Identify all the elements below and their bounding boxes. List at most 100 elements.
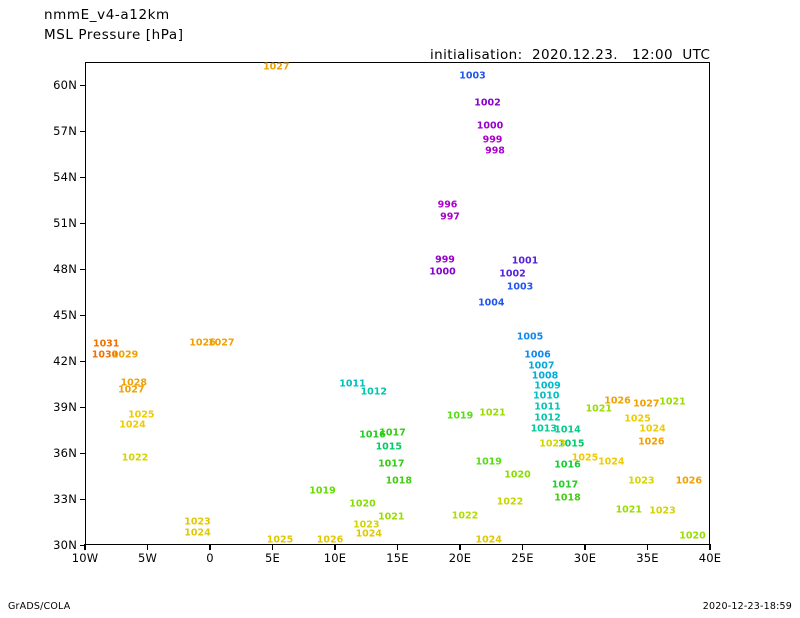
y-axis-tick-mark <box>80 84 86 86</box>
contour-value-label: 1012 <box>534 412 561 424</box>
contour-value-label: 1018 <box>385 475 413 487</box>
y-axis-tick-mark <box>80 130 86 132</box>
contour-value-label: 1026 <box>316 534 344 546</box>
contour-value-label: 1028 <box>120 377 148 388</box>
contour-value-label: 1024 <box>184 527 211 539</box>
producer-label: GrADS/COLA <box>8 601 71 612</box>
plot-frame-border <box>85 62 710 545</box>
x-axis-tick-mark <box>209 544 211 550</box>
contour-value-label: 1030 <box>91 349 119 361</box>
y-axis-tick-mark <box>80 176 86 178</box>
contour-value-label: 1023 <box>649 505 676 517</box>
contour-value-label: 1023 <box>539 438 566 450</box>
x-axis-tick-label: 15E <box>386 551 409 565</box>
contour-value-label: 1023 <box>628 475 655 487</box>
contour-value-label: 1029 <box>111 349 139 361</box>
x-axis-tick-mark <box>646 544 649 550</box>
contour-value-label: 1006 <box>524 349 551 361</box>
contour-value-label: 1010 <box>533 390 560 402</box>
contour-value-label: 1025 <box>624 413 651 425</box>
contour-value-label: 1001 <box>511 255 539 267</box>
contour-value-label: 999 <box>435 254 455 266</box>
y-axis-tick-label: 45N <box>53 308 77 322</box>
contour-value-label: 1024 <box>119 419 146 431</box>
contour-value-label: 1031 <box>92 338 120 350</box>
x-axis-tick-label: 0 <box>206 551 214 565</box>
contour-value-label: 998 <box>485 145 505 157</box>
y-axis-tick-label: 60N <box>53 78 77 92</box>
contour-value-label: 1012 <box>360 386 388 398</box>
y-axis-tick-mark <box>80 452 86 454</box>
x-axis-tick-label: 20E <box>448 551 472 565</box>
contour-value-label: 1017 <box>378 458 405 470</box>
x-axis-tick-mark <box>584 544 586 550</box>
contour-value-label: 1024 <box>355 528 383 540</box>
contour-plot-area: 1027 1003 1002 1000 999 998 996 997 999 1000 1001 1… <box>85 61 710 546</box>
y-axis-tick-mark <box>80 406 86 408</box>
y-axis-tick-label: 36N <box>53 446 77 460</box>
contour-value-label: 1027 <box>208 337 235 349</box>
header-left-block: nmmE_v4-a12km MSL Pressure [hPa] <box>44 5 184 45</box>
contour-value-label: 1019 <box>309 485 336 497</box>
contour-value-label: 1025 <box>571 452 599 464</box>
x-axis-tick-label: 5E <box>265 551 280 565</box>
contour-value-label: 1007 <box>528 360 555 372</box>
contour-value-label: 1015 <box>375 441 403 453</box>
contour-value-label: 1021 <box>378 511 405 523</box>
x-axis-tick-mark <box>84 544 86 550</box>
contour-value-label: 1017 <box>379 427 406 439</box>
field-title-label: MSL Pressure [hPa] <box>44 27 184 43</box>
y-axis-tick-label: 57N <box>53 124 77 138</box>
y-axis-tick-label: 33N <box>53 492 77 506</box>
contour-value-label: 1019 <box>446 410 474 422</box>
x-axis-tick-mark <box>271 544 274 550</box>
y-axis-tick-label: 30N <box>53 538 77 552</box>
x-axis-tick-label: 10E <box>323 551 347 565</box>
contour-value-label: 1023 <box>184 516 211 528</box>
contour-value-label: 1022 <box>496 496 524 508</box>
contour-value-label: 1021 <box>479 407 506 419</box>
contour-value-label: 1004 <box>478 297 505 309</box>
generation-timestamp: 2020-12-23-18:59 <box>702 601 792 612</box>
contour-value-label: 1020 <box>504 469 531 480</box>
contour-value-label: 1023 <box>353 519 380 531</box>
y-axis-tick-mark <box>80 268 86 270</box>
x-axis-tick-label: 30E <box>573 551 597 565</box>
chart-header: nmmE_v4-a12km MSL Pressure [hPa] initial… <box>0 0 800 123</box>
contour-value-label: 1017 <box>551 479 579 491</box>
contour-value-label: 1021 <box>615 504 643 516</box>
contour-value-label: 1008 <box>531 370 559 382</box>
y-axis-tick-mark <box>80 544 86 546</box>
x-axis-tick-mark <box>709 544 711 550</box>
y-axis-tick-label: 54N <box>53 170 77 184</box>
y-axis-tick-mark <box>80 314 86 316</box>
contour-value-label: 1026 <box>604 395 631 407</box>
contour-value-label: 999 <box>482 134 503 146</box>
contour-value-label: 1011 <box>339 378 366 390</box>
contour-value-label: 1009 <box>534 380 561 391</box>
contour-value-label: 1022 <box>121 452 149 464</box>
contour-value-label: 1024 <box>598 456 625 468</box>
x-axis-tick-mark <box>146 544 149 550</box>
contour-value-label: 1024 <box>475 534 502 546</box>
y-axis-tick-mark <box>80 360 86 362</box>
contour-value-label: 1015 <box>558 438 585 450</box>
contour-value-label: 1027 <box>118 384 145 396</box>
contour-value-label: 1026 <box>675 475 703 487</box>
contour-value-label: 997 <box>440 211 460 223</box>
contour-value-label: 1014 <box>554 424 581 436</box>
contour-value-label: 1026 <box>189 337 216 349</box>
contour-value-label: 1016 <box>359 429 386 441</box>
x-axis-tick-mark <box>521 544 524 550</box>
y-axis-tick-label: 48N <box>53 262 77 276</box>
contour-value-label: 1002 <box>499 268 526 280</box>
contour-value-label: 1020 <box>349 498 376 510</box>
contour-value-label: 1025 <box>128 409 155 421</box>
x-axis-tick-mark <box>334 544 336 550</box>
contour-value-label: 1022 <box>451 510 479 522</box>
x-axis-tick-label: 25E <box>511 551 534 565</box>
contour-value-label: 1027 <box>633 398 660 410</box>
y-axis-tick-mark <box>80 222 86 224</box>
contour-value-label: 1021 <box>585 403 613 414</box>
contour-value-label: 1020 <box>679 530 706 542</box>
